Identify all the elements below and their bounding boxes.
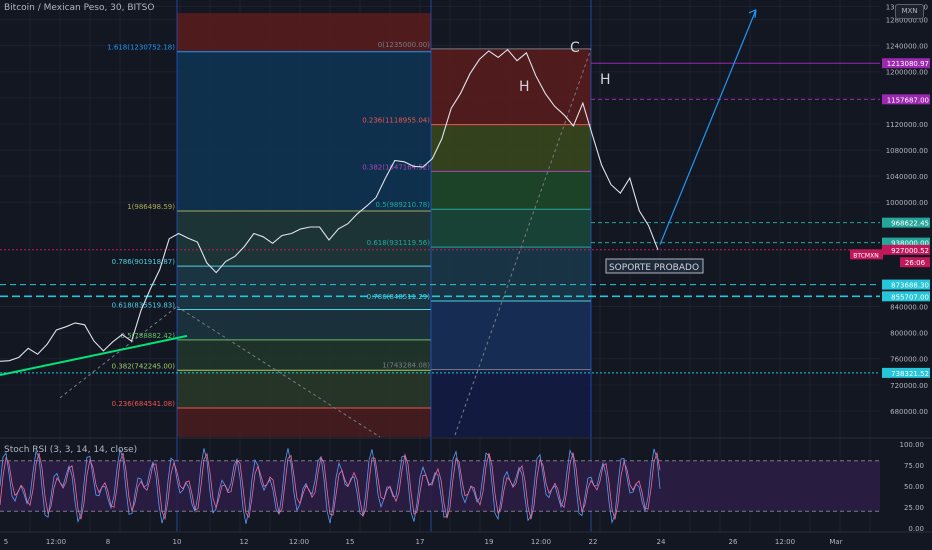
- rsi-tick-label: 0.00: [908, 525, 924, 533]
- y-tick-label: 1200000.00: [886, 69, 928, 77]
- fib-label-right: 0.236(1118955.04): [362, 117, 430, 125]
- price-badge-label: 1157687.00: [887, 96, 929, 104]
- fib-trend-line: [59, 306, 178, 399]
- x-tick-label: 24: [657, 538, 666, 546]
- fib-zone-left: [177, 339, 431, 371]
- price-badge: [882, 58, 930, 69]
- price-badge-label: 1213080.97: [887, 60, 929, 68]
- annotation-c: C: [570, 40, 580, 56]
- y-tick-label: 680000.00: [890, 408, 928, 416]
- x-tick-label: 15: [346, 538, 355, 546]
- price-badge: [882, 244, 930, 255]
- rsi-tick-label: 100.00: [900, 441, 925, 449]
- currency-button[interactable]: MXN: [895, 4, 924, 19]
- y-tick-label: 1000000.00: [886, 199, 928, 207]
- price-line: [0, 48, 659, 362]
- fib-zone-left: [177, 407, 431, 437]
- fib-label-left: 0.382(742245.00): [112, 362, 176, 370]
- projection-arrowhead: [748, 9, 757, 18]
- fib-label-left: 0.5(788882.42): [121, 332, 176, 340]
- fib-label-right: 0.382(1047164.52): [362, 163, 430, 171]
- stoch-k-line: [0, 448, 661, 524]
- price-badge: [882, 94, 930, 105]
- y-tick-label: 1080000.00: [886, 147, 928, 155]
- fib-zone-right: [431, 247, 591, 302]
- fib-trend-line: [454, 48, 592, 436]
- rsi-tick-label: 75.00: [904, 462, 924, 470]
- symbol-badge-label: BTCMXN: [853, 252, 878, 259]
- y-tick-label: 840000.00: [890, 304, 928, 312]
- y-tick-label: 760000.00: [890, 356, 928, 364]
- chart-title: Bitcoin / Mexican Peso, 30, BITSO: [4, 3, 155, 13]
- fib-label-right: 0.5(989210.78): [376, 201, 431, 209]
- x-tick-label: 8: [106, 538, 110, 546]
- y-tick-label: 1120000.00: [886, 121, 928, 129]
- rsi-tick-label: 50.00: [904, 483, 924, 491]
- fib-label-right: 0.618(931119.56): [367, 239, 431, 247]
- fib-zone-left: [177, 51, 431, 212]
- x-tick-label: Mar: [829, 538, 842, 546]
- price-badge: [882, 291, 930, 302]
- fib-zone-right: [431, 171, 591, 210]
- fib-zone-right: [431, 369, 591, 437]
- support-label-box: [605, 258, 704, 274]
- countdown-badge: [900, 257, 930, 268]
- x-tick-label: 26: [729, 538, 738, 546]
- fib-label-right: 0(1235000.00): [378, 41, 430, 49]
- y-tick-label: 1240000.00: [886, 43, 928, 51]
- x-tick-label: 12:00: [531, 538, 551, 546]
- price-badge-label: 873688.30: [891, 282, 929, 290]
- x-tick-label: 22: [589, 538, 598, 546]
- annotation-h-right: H: [600, 72, 611, 88]
- trend-line: [0, 334, 188, 377]
- x-tick-label: 5: [4, 538, 8, 546]
- countdown-badge-label: 26:06: [905, 259, 926, 267]
- price-badge: [882, 367, 930, 378]
- fib-zone-right: [431, 209, 591, 248]
- price-badge: [882, 237, 930, 248]
- fib-zone-left: [177, 370, 431, 408]
- stoch-d-line: [0, 451, 661, 521]
- y-tick-label: 1280000.00: [886, 17, 928, 25]
- price-badge-label: 938000.00: [891, 240, 929, 248]
- projection-arrow: [659, 9, 757, 245]
- annotation-h-left: H: [519, 79, 530, 95]
- y-tick-label: 1040000.00: [886, 173, 928, 181]
- price-badge-label: 968622.45: [891, 220, 929, 228]
- fib-zone-left: [177, 13, 431, 52]
- fib-label-left: 1(986498.59): [127, 203, 175, 211]
- x-tick-label: 17: [416, 538, 425, 546]
- rsi-tick-label: 25.00: [904, 504, 924, 512]
- x-tick-label: 12:00: [775, 538, 795, 546]
- fib-label-right: 1(743284.08): [382, 362, 430, 370]
- price-badge-label: 855707.00: [891, 293, 929, 301]
- price-badge: [882, 217, 930, 228]
- fib-label-left: 0.786(901918.87): [112, 258, 176, 266]
- fib-zone-right: [431, 301, 591, 370]
- fib-zone-right: [431, 124, 591, 172]
- fib-zone-left: [177, 211, 431, 267]
- fib-zone-left: [177, 309, 431, 340]
- stoch-rsi-title: Stoch RSI (3, 3, 14, 14, close): [4, 445, 138, 455]
- x-tick-label: 12:00: [289, 538, 309, 546]
- fib-label-left: 0.236(684541.08): [112, 400, 176, 408]
- x-tick-label: 12:00: [46, 538, 66, 546]
- price-badge-label: 738321.52: [891, 370, 929, 378]
- x-tick-label: 10: [173, 538, 182, 546]
- x-tick-label: 19: [485, 538, 494, 546]
- fib-label-left: 1.618(1230752.18): [107, 44, 175, 52]
- price-badge-label: 927000.52: [891, 247, 929, 255]
- x-tick-label: 12: [240, 538, 249, 546]
- fib-trend-line: [176, 306, 381, 438]
- price-badge: [882, 279, 930, 290]
- fib-zone-right: [431, 48, 591, 125]
- fib-zone-left: [177, 266, 431, 310]
- symbol-badge: [850, 249, 883, 260]
- y-tick-label: 720000.00: [890, 382, 928, 390]
- support-label: SOPORTE PROBADO: [609, 263, 699, 273]
- y-tick-label: 800000.00: [890, 330, 928, 338]
